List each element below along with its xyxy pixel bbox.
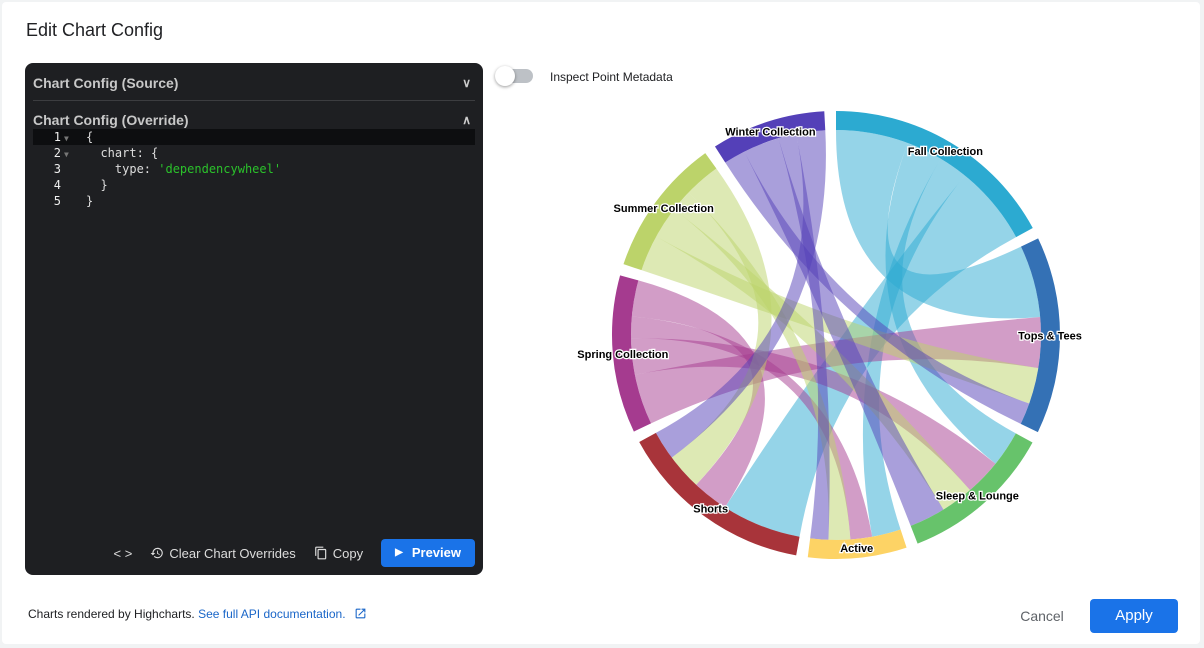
footer-text: Charts rendered by Highcharts.: [28, 607, 195, 621]
dialog-title: Edit Chart Config: [26, 20, 164, 40]
inspect-metadata-toggle[interactable]: [495, 66, 533, 86]
link-1[interactable]: [885, 142, 1016, 464]
preview-button[interactable]: ▶ Preview: [381, 539, 475, 567]
source-section-label: Chart Config (Source): [33, 75, 179, 91]
node-label: Tops & Tees: [1018, 330, 1082, 342]
line-number: 4: [53, 178, 61, 192]
line-number: 2: [53, 146, 61, 160]
link-4[interactable]: [634, 316, 1041, 424]
code-brackets-icon: < >: [113, 545, 133, 561]
link-5[interactable]: [631, 338, 996, 491]
node-label: Winter Collection: [725, 126, 816, 138]
copy-button[interactable]: Copy: [314, 546, 363, 561]
play-icon: ▶: [395, 547, 403, 558]
chevron-up-icon[interactable]: ∧: [462, 113, 471, 127]
section-divider: [33, 100, 475, 101]
code-text: }: [86, 194, 94, 208]
node-arc[interactable]: [836, 111, 1033, 238]
history-icon: [150, 547, 164, 559]
code-text: type:: [86, 162, 159, 176]
node-arc[interactable]: [623, 153, 717, 271]
node-label: Summer Collection: [614, 203, 715, 215]
inspect-metadata-label: Inspect Point Metadata: [550, 70, 673, 84]
node-label: Active: [840, 543, 873, 555]
cancel-button[interactable]: Cancel: [1020, 608, 1064, 624]
node-arc[interactable]: [714, 111, 826, 163]
fold-arrow-icon[interactable]: ▼: [64, 150, 69, 159]
link-7[interactable]: [631, 280, 765, 508]
dependency-wheel-chart: Fall Collection Tops & Tees Sleep & Lounge…: [576, 111, 1083, 559]
links: [631, 130, 1041, 540]
link-12[interactable]: [725, 151, 1030, 424]
code-text: chart: {: [86, 146, 159, 160]
api-docs-link-label: See full API documentation.: [198, 607, 346, 621]
link-13[interactable]: [744, 138, 944, 526]
node-label: Shorts: [693, 503, 728, 515]
line-number: 3: [53, 162, 61, 176]
code-line[interactable]: 1 ▼ {: [33, 129, 475, 145]
open-in-new-icon: [355, 608, 366, 619]
link-10[interactable]: [674, 192, 851, 540]
clear-overrides-button[interactable]: Clear Chart Overrides: [150, 545, 296, 561]
override-section-label: Chart Config (Override): [33, 112, 189, 128]
node-arc[interactable]: [1020, 238, 1060, 433]
copy-icon: [314, 546, 327, 560]
copy-label: Copy: [332, 545, 364, 561]
override-section-header[interactable]: Chart Config (Override) ∧: [33, 102, 475, 138]
code-line[interactable]: 4 }: [33, 177, 475, 193]
format-button[interactable]: < >: [114, 546, 133, 561]
node-label: Fall Collection: [908, 146, 983, 158]
toggle-knob: [495, 66, 515, 86]
clear-overrides-label: Clear Chart Overrides: [169, 545, 296, 561]
code-line[interactable]: 3 type: 'dependencywheel': [33, 161, 475, 177]
api-docs-link[interactable]: See full API documentation.: [198, 607, 367, 621]
code-text: }: [86, 178, 108, 192]
node-arc[interactable]: [910, 433, 1033, 544]
link-11[interactable]: [671, 168, 772, 485]
link-15[interactable]: [655, 130, 826, 458]
preview-label: Preview: [411, 545, 461, 560]
node-arc[interactable]: [639, 432, 800, 556]
apply-button[interactable]: Apply: [1090, 599, 1178, 633]
footer: Charts rendered by Highcharts. See full …: [28, 607, 367, 621]
config-editor-panel: Chart Config (Source) ∨ Chart Config (Ov…: [25, 63, 483, 575]
node-label: Sleep & Lounge: [936, 491, 1019, 503]
line-number: 1: [53, 130, 61, 144]
chevron-down-icon[interactable]: ∨: [462, 76, 471, 90]
code-text: {: [86, 130, 94, 144]
editor-toolbar: < > Clear Chart Overrides Copy ▶ Preview: [114, 539, 475, 567]
node-arc[interactable]: [612, 275, 652, 432]
code-line[interactable]: 5}: [33, 193, 475, 209]
line-number: 5: [53, 194, 61, 208]
node-label: Spring Collection: [577, 349, 668, 361]
code-string: 'dependencywheel': [158, 162, 282, 176]
source-section-header[interactable]: Chart Config (Source) ∨: [33, 65, 475, 101]
fold-arrow-icon[interactable]: ▼: [64, 134, 69, 143]
code-line[interactable]: 2 ▼ chart: {: [33, 145, 475, 161]
node-arc[interactable]: [807, 529, 907, 559]
code-editor[interactable]: 1 ▼{2 ▼ chart: {3 type: 'dependencywheel' 4…: [33, 129, 475, 209]
